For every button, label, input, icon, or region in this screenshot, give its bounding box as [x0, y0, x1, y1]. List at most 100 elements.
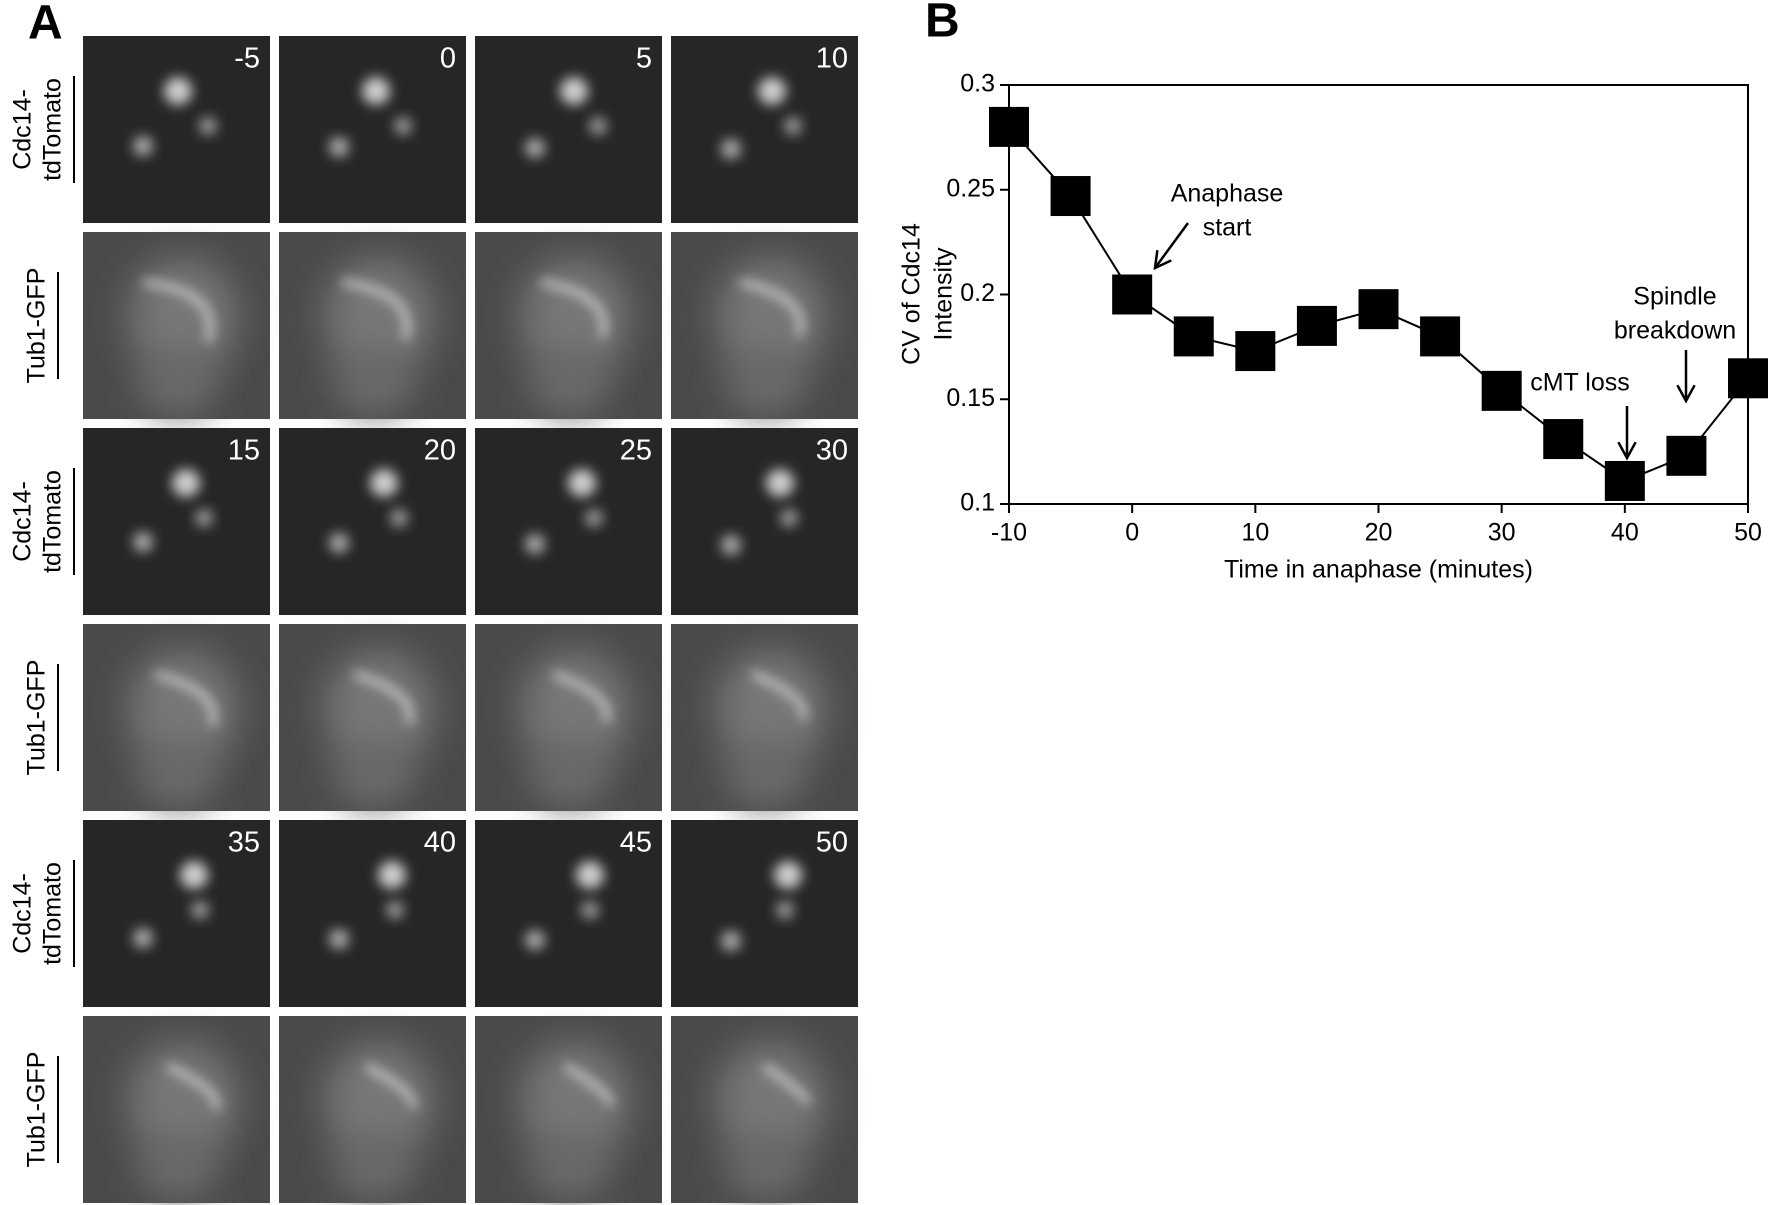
- spot: [560, 77, 588, 105]
- x-tick-label: -10: [991, 519, 1027, 547]
- annotation-arrowhead: [1153, 249, 1172, 271]
- micrograph-signal: [721, 861, 802, 951]
- row-label-text: Tub1-GFP: [23, 268, 51, 384]
- row-label: Cdc14- tdTomato: [9, 862, 67, 965]
- cell: [716, 1041, 826, 1161]
- y-tick-label: 0.25: [946, 174, 995, 202]
- spot: [329, 137, 349, 157]
- micrograph: [475, 36, 662, 223]
- cell: [128, 257, 238, 377]
- panel-label: A: [28, 0, 63, 50]
- annotation-arrowhead: [1676, 384, 1696, 404]
- cell: [334, 739, 414, 809]
- spot: [390, 509, 408, 527]
- spot: [199, 117, 217, 135]
- spot: [525, 930, 545, 950]
- cell: [716, 257, 826, 377]
- spot: [576, 861, 604, 889]
- y-tick-label: 0.1: [960, 489, 995, 517]
- row-label-text: Tub1-GFP: [23, 660, 51, 776]
- annotation-arrowhead: [1617, 441, 1637, 461]
- micrograph-signal: [324, 649, 434, 809]
- row-label: Tub1-GFP: [23, 660, 51, 776]
- timepoint: 5: [636, 43, 652, 75]
- timepoint: 40: [424, 827, 456, 859]
- annotation: breakdown: [1614, 317, 1736, 345]
- spindle: [341, 279, 410, 341]
- spot: [133, 136, 153, 156]
- marker: [1050, 176, 1091, 217]
- cell: [726, 1131, 806, 1201]
- spot: [721, 535, 741, 555]
- marker: [1543, 419, 1584, 460]
- row-label-text: Cdc14-: [9, 89, 37, 170]
- micrograph-signal: [133, 469, 213, 552]
- x-tick-label: 10: [1241, 519, 1269, 547]
- timepoint: 10: [816, 43, 848, 75]
- micrograph: [671, 820, 858, 1007]
- spot: [362, 77, 390, 105]
- cell: [138, 347, 218, 417]
- spot: [774, 861, 802, 889]
- micrograph-signal: [128, 1041, 238, 1201]
- micrograph-signal: [525, 861, 604, 950]
- x-tick-label: 40: [1611, 519, 1639, 547]
- micrograph-signal: [520, 1041, 630, 1201]
- micrograph-signal: [324, 257, 434, 417]
- spot: [172, 469, 200, 497]
- spot: [164, 77, 192, 105]
- row-label: Cdc14- tdTomato: [9, 470, 67, 573]
- micrograph-signal: [329, 469, 408, 553]
- spot: [133, 928, 153, 948]
- spindle: [353, 671, 413, 725]
- cell: [716, 649, 826, 769]
- micrograph: [475, 820, 662, 1007]
- cell: [138, 1131, 218, 1201]
- y-tick-label: 0.2: [960, 279, 995, 307]
- cell: [520, 1041, 630, 1161]
- micrograph-signal: [520, 649, 630, 809]
- spot: [329, 533, 349, 553]
- micrograph: [671, 36, 858, 223]
- row-label: Tub1-GFP: [23, 1052, 51, 1168]
- marker: [1666, 435, 1707, 476]
- row-label: Tub1-GFP: [23, 268, 51, 384]
- spot: [776, 901, 794, 919]
- micrograph-signal: [525, 469, 603, 554]
- micrograph-signal: [721, 469, 798, 555]
- x-tick-label: 50: [1734, 519, 1762, 547]
- timepoint: 0: [440, 43, 456, 75]
- cell: [726, 347, 806, 417]
- spot: [191, 901, 209, 919]
- row-label-text: tdTomato: [39, 470, 67, 573]
- spot: [589, 117, 607, 135]
- spot: [721, 931, 741, 951]
- micrograph: [475, 428, 662, 615]
- timepoint: -5: [234, 43, 260, 75]
- timepoint: 15: [228, 435, 260, 467]
- cell: [530, 739, 610, 809]
- spindle: [739, 279, 804, 337]
- micrograph-signal: [716, 257, 826, 417]
- spot: [568, 469, 596, 497]
- micrograph: [671, 428, 858, 615]
- spot: [394, 117, 412, 135]
- annotation: Anaphase: [1171, 180, 1284, 208]
- row-label-text: Cdc14-: [9, 481, 37, 562]
- y-axis-label-line: Intensity: [930, 247, 958, 341]
- cell: [530, 347, 610, 417]
- marker: [1173, 316, 1214, 357]
- micrograph-signal: [329, 861, 406, 949]
- annotation-arrow: [1153, 222, 1190, 269]
- spot: [133, 532, 153, 552]
- y-axis-label-line: CV of Cdc14: [898, 223, 926, 365]
- spindle: [552, 671, 610, 723]
- marker: [1728, 358, 1768, 399]
- marker: [1235, 331, 1276, 372]
- spot: [378, 861, 406, 889]
- row-label-text: Tub1-GFP: [23, 1052, 51, 1168]
- spot: [525, 138, 545, 158]
- micrograph: [83, 428, 270, 615]
- spot: [721, 139, 741, 159]
